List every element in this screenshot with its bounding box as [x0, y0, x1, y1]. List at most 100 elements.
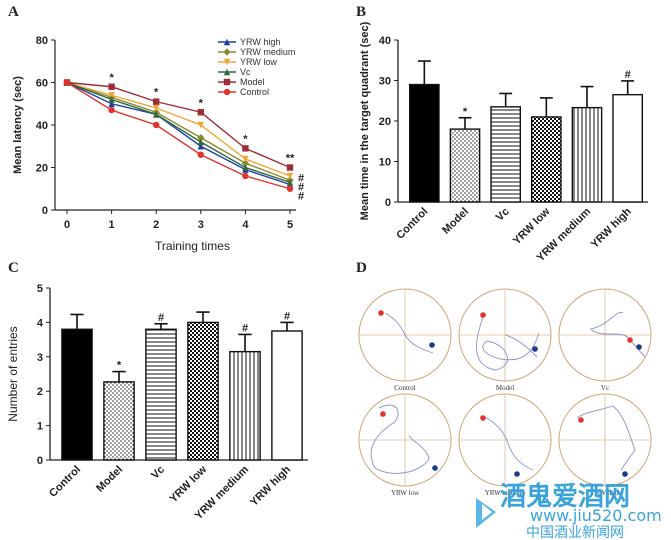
panel-letter-c: C — [8, 260, 19, 276]
watermark: 酒鬼爱酒网 www.jiu520.com 中国酒业新闻网 — [476, 481, 662, 540]
y-tick-label: 3 — [37, 352, 43, 364]
significance-mark: * — [117, 360, 122, 372]
start-point — [578, 417, 584, 423]
bar — [145, 328, 177, 461]
category-label: Model — [94, 464, 125, 495]
data-point — [286, 172, 294, 180]
data-point — [153, 98, 160, 105]
significance-mark: # — [242, 322, 248, 334]
panel-letter-b: B — [356, 4, 366, 20]
y-tick-label: 40 — [379, 35, 391, 47]
data-point — [286, 185, 294, 192]
target-quadrant-bar-chart: 0 10 20 30 40 Mean time in the target quadran… — [359, 21, 648, 264]
y-tick-label: 80 — [36, 35, 48, 47]
data-point — [197, 121, 204, 129]
data-point — [197, 109, 204, 116]
y-tick-label: 5 — [37, 283, 43, 295]
start-point — [378, 310, 384, 316]
y-tick-label: 20 — [379, 116, 391, 128]
data-point — [197, 151, 204, 158]
bar — [408, 83, 440, 203]
data-point — [153, 121, 160, 129]
y-axis-title: Mean time in the target quadrant (sec) — [359, 21, 371, 220]
y-tick-label: 40 — [36, 120, 48, 132]
data-point — [241, 159, 250, 167]
swim-path — [384, 312, 434, 354]
maze-pool: Model — [458, 288, 552, 392]
y-tick-label: 10 — [379, 157, 391, 169]
maze-caption: Vc — [601, 384, 609, 392]
watermark-logo-icon — [476, 498, 496, 528]
legend-label: YRW medium — [240, 47, 295, 57]
platform-point — [622, 471, 628, 477]
bar — [571, 106, 603, 203]
legend-label: Vc — [240, 67, 251, 77]
category-label: Vc — [149, 464, 167, 482]
data-point — [197, 143, 204, 150]
x-tick-label: 3 — [198, 219, 204, 231]
maze-caption: YRW medium — [485, 489, 526, 497]
series-line — [66, 81, 291, 190]
significance-mark: * — [199, 97, 204, 109]
maze-caption: Model — [496, 384, 514, 392]
series-line — [66, 81, 291, 181]
maze-caption: YRW high — [590, 489, 621, 497]
platform-point — [429, 342, 435, 348]
data-point — [242, 164, 249, 171]
legend-label: Control — [240, 87, 269, 97]
latency-line-chart: 0 20 40 60 80 0 1 2 3 4 5 Training times Mean latenc… — [12, 35, 304, 253]
start-point — [480, 312, 486, 318]
series-line — [66, 81, 291, 177]
legend-marker — [223, 68, 231, 76]
category-label: Vc — [494, 206, 512, 224]
bar — [449, 128, 481, 203]
significance-mark: # — [298, 182, 304, 194]
y-tick-label: 20 — [36, 163, 48, 175]
maze-pool: Vc — [558, 288, 652, 392]
y-tick-label: 0 — [42, 205, 48, 217]
x-tick-label: 2 — [153, 219, 159, 231]
series-line — [66, 81, 291, 169]
data-point — [108, 106, 115, 114]
legend-label: YRW high — [240, 37, 280, 47]
legend-marker — [223, 38, 231, 46]
start-point — [627, 337, 633, 343]
significance-mark: * — [109, 72, 114, 84]
swim-path — [482, 415, 534, 471]
legend-marker — [223, 58, 231, 66]
panel-letter-a: A — [8, 4, 19, 20]
swim-path — [370, 404, 430, 474]
bar — [530, 116, 562, 203]
y-tick-label: 1 — [37, 421, 43, 433]
y-tick-label: 4 — [37, 317, 44, 329]
x-tick-label: 1 — [109, 219, 115, 231]
category-label: YRW high — [248, 463, 293, 508]
significance-mark: ** — [286, 153, 295, 165]
category-label: Control — [47, 464, 83, 500]
maze-trajectories: Control Model Vc YRW low YRW medium YRW high — [358, 288, 652, 497]
x-tick-label: 5 — [287, 219, 293, 231]
category-label: Model — [440, 206, 471, 237]
data-point — [242, 155, 249, 163]
platform-point — [636, 344, 642, 350]
bar — [271, 330, 303, 461]
y-tick-label: 30 — [379, 76, 391, 88]
data-point — [242, 145, 249, 152]
data-point — [108, 92, 115, 99]
legend-marker — [223, 78, 231, 86]
category-label: YRW low — [168, 463, 210, 505]
swim-path — [476, 316, 540, 371]
bar — [187, 321, 219, 461]
category-label: YRW low — [511, 205, 553, 247]
data-point — [286, 164, 294, 171]
bar — [612, 93, 644, 203]
maze-pool: YRW high — [558, 393, 652, 497]
significance-mark: # — [284, 310, 290, 322]
data-point — [108, 83, 115, 90]
bar — [103, 381, 135, 461]
data-point — [286, 179, 294, 186]
maze-caption: YRW low — [391, 489, 420, 497]
series-line — [66, 81, 291, 186]
